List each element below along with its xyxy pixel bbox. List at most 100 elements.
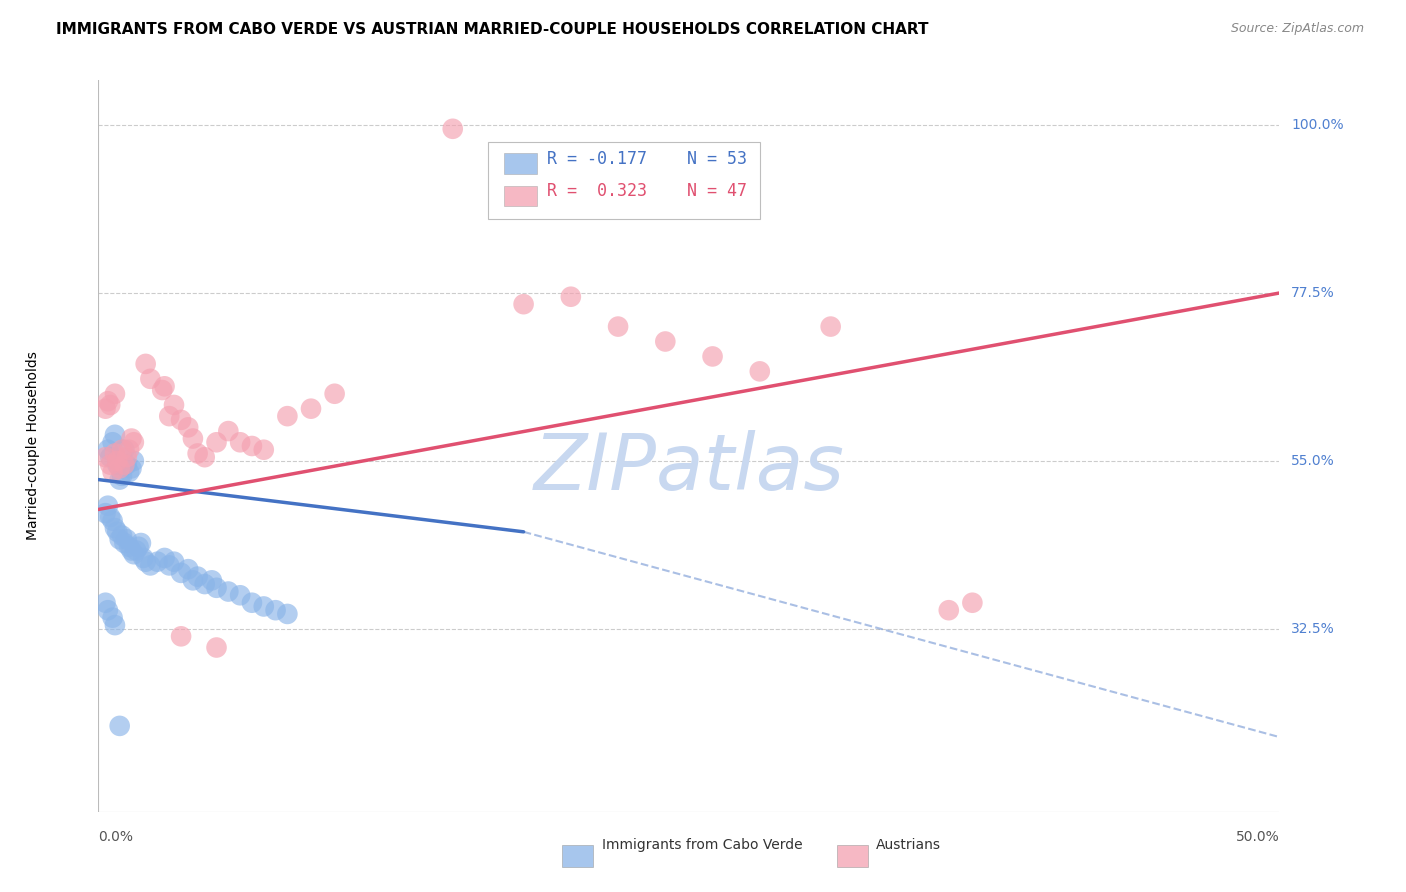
Point <box>115 458 138 472</box>
Text: IMMIGRANTS FROM CABO VERDE VS AUSTRIAN MARRIED-COUPLE HOUSEHOLDS CORRELATION CHA: IMMIGRANTS FROM CABO VERDE VS AUSTRIAN M… <box>56 22 929 37</box>
Point <box>122 454 145 468</box>
Point <box>111 442 134 457</box>
Point <box>108 461 131 475</box>
FancyBboxPatch shape <box>837 845 868 867</box>
Point <box>121 543 143 558</box>
Point <box>112 458 135 472</box>
Point <box>194 450 217 465</box>
Point <box>157 558 180 573</box>
Point <box>108 719 131 733</box>
Point <box>97 442 120 457</box>
Point <box>323 386 346 401</box>
Point <box>108 533 131 547</box>
Point <box>253 599 276 614</box>
FancyBboxPatch shape <box>488 143 759 219</box>
Point <box>194 577 217 591</box>
Point <box>962 596 984 610</box>
Point <box>118 540 141 554</box>
Point <box>607 319 630 334</box>
Point <box>105 524 128 539</box>
Point <box>94 450 117 465</box>
Point <box>205 640 228 655</box>
Point <box>98 398 121 412</box>
Point <box>97 499 120 513</box>
Text: R =  0.323    N = 47: R = 0.323 N = 47 <box>547 183 747 201</box>
Point <box>122 435 145 450</box>
Text: R = -0.177    N = 53: R = -0.177 N = 53 <box>547 150 747 169</box>
Point <box>201 574 224 588</box>
Point <box>105 454 128 468</box>
Point <box>512 297 534 311</box>
Point <box>101 465 124 479</box>
Point <box>276 607 298 621</box>
Point <box>205 581 228 595</box>
Point <box>118 465 141 479</box>
Point <box>177 420 200 434</box>
Text: 100.0%: 100.0% <box>1291 118 1344 132</box>
Point <box>111 468 134 483</box>
FancyBboxPatch shape <box>503 186 537 206</box>
Text: Austrians: Austrians <box>876 838 941 852</box>
Point <box>217 424 239 438</box>
Point <box>938 603 960 617</box>
FancyBboxPatch shape <box>562 845 593 867</box>
FancyBboxPatch shape <box>503 153 537 174</box>
Point <box>115 450 138 465</box>
Point <box>264 603 287 617</box>
Point <box>299 401 322 416</box>
Point <box>217 584 239 599</box>
Point <box>441 121 464 136</box>
Point <box>181 432 204 446</box>
Point <box>118 442 141 457</box>
Text: 55.0%: 55.0% <box>1291 454 1336 468</box>
Point <box>105 458 128 472</box>
Point <box>98 458 121 472</box>
Point <box>157 409 180 424</box>
Point <box>135 555 157 569</box>
Point <box>654 334 676 349</box>
Point <box>229 435 252 450</box>
Point <box>101 610 124 624</box>
Point <box>101 435 124 450</box>
Point <box>108 473 131 487</box>
Point <box>115 533 138 547</box>
Point <box>146 555 169 569</box>
Point <box>104 446 127 460</box>
Point <box>748 364 770 378</box>
Point <box>94 506 117 520</box>
Point <box>98 450 121 465</box>
Point <box>820 319 842 334</box>
Point <box>153 379 176 393</box>
Point <box>153 551 176 566</box>
Point <box>121 432 143 446</box>
Text: 77.5%: 77.5% <box>1291 286 1336 300</box>
Point <box>104 427 127 442</box>
Point <box>111 528 134 542</box>
Point <box>240 439 263 453</box>
Point <box>560 290 582 304</box>
Point <box>181 574 204 588</box>
Point <box>101 514 124 528</box>
Point <box>170 566 193 580</box>
Point <box>97 394 120 409</box>
Point <box>97 603 120 617</box>
Text: Source: ZipAtlas.com: Source: ZipAtlas.com <box>1230 22 1364 36</box>
Point <box>253 442 276 457</box>
Text: 0.0%: 0.0% <box>98 830 134 845</box>
Point <box>229 588 252 602</box>
Point <box>240 596 263 610</box>
Point <box>94 401 117 416</box>
Text: 50.0%: 50.0% <box>1236 830 1279 845</box>
Point <box>702 350 724 364</box>
Text: 32.5%: 32.5% <box>1291 622 1336 636</box>
Text: Married-couple Households: Married-couple Households <box>27 351 41 541</box>
Point <box>125 543 148 558</box>
Point <box>121 461 143 475</box>
Point <box>104 521 127 535</box>
Point <box>129 536 152 550</box>
Point <box>104 386 127 401</box>
Point <box>139 372 162 386</box>
Point <box>163 555 186 569</box>
Point <box>98 509 121 524</box>
Point <box>170 629 193 643</box>
